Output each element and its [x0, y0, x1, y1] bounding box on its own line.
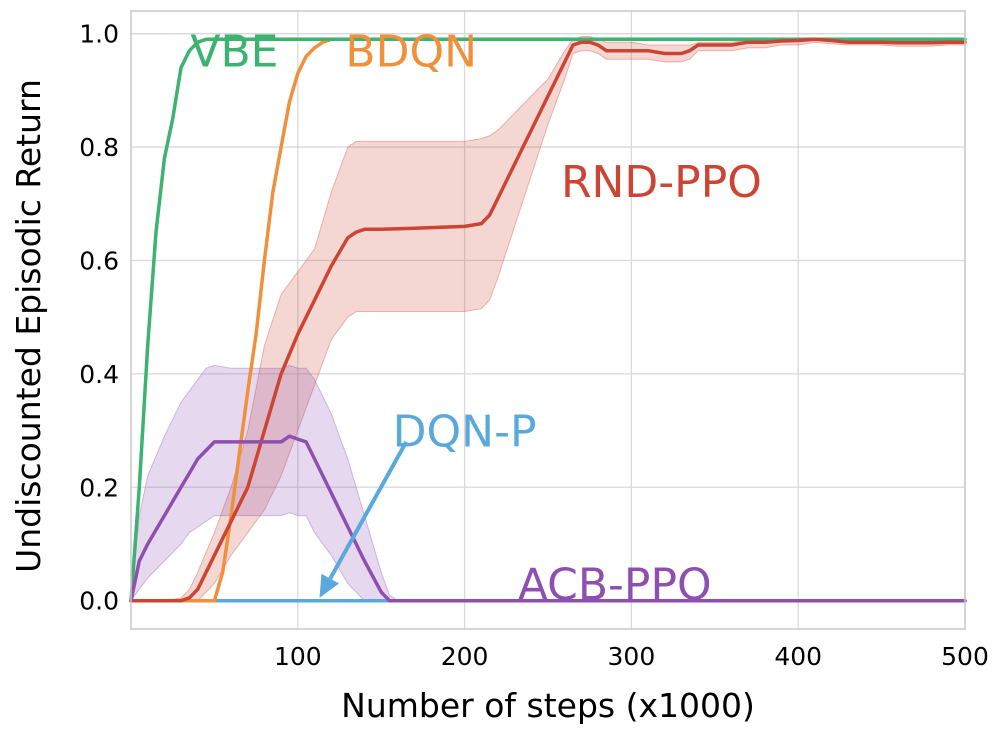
- series-annotations: VBE BDQN RND-PPO DQN-P ACB-PPO: [190, 27, 762, 611]
- bdqn-label: BDQN: [345, 27, 477, 78]
- x-tick-label: 400: [774, 642, 822, 671]
- y-axis-ticks: 0.0 0.2 0.4 0.6 0.8 1.0: [79, 20, 119, 616]
- rnd-ppo-line: [129, 37, 967, 603]
- acb-ppo-label: ACB-PPO: [518, 560, 712, 611]
- y-axis-title: Undiscounted Episodic Return: [9, 79, 48, 573]
- dqn-p-arrow-shaft: [328, 440, 408, 580]
- x-tick-label: 500: [941, 642, 989, 671]
- vbe-line: [129, 37, 967, 603]
- x-tick-label: 200: [441, 642, 489, 671]
- rnd-ppo-label: RND-PPO: [561, 157, 762, 208]
- x-tick-label: 100: [274, 642, 322, 671]
- plot-frame: [130, 10, 966, 630]
- vbe-label: VBE: [190, 27, 278, 78]
- y-tick-label: 1.0: [79, 20, 119, 49]
- y-tick-label: 0.2: [79, 473, 119, 502]
- dqn-p-label: DQN-P: [393, 407, 537, 458]
- dqn-p-arrow-head: [319, 573, 339, 598]
- y-tick-label: 0.4: [79, 360, 119, 389]
- y-tick-label: 0.6: [79, 246, 119, 275]
- acb-ppo-band: [130, 364, 965, 603]
- y-tick-label: 0.8: [79, 133, 119, 162]
- y-tick-label: 0.0: [79, 587, 119, 616]
- x-axis-title: Number of steps (x1000): [341, 686, 755, 725]
- x-axis-ticks: 100 200 300 400 500: [274, 642, 989, 671]
- x-tick-label: 300: [608, 642, 656, 671]
- series-lines: [129, 37, 967, 603]
- acb-ppo-line: [129, 434, 967, 603]
